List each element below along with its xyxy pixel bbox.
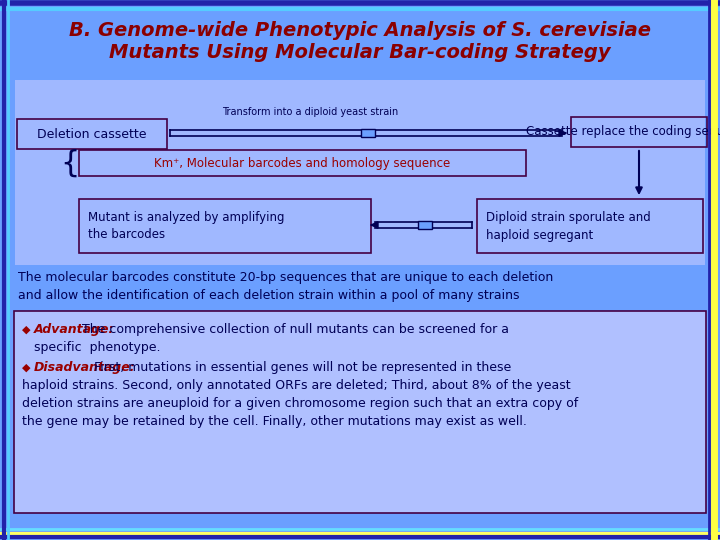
Bar — [418, 221, 432, 229]
Text: The comprehensive collection of null mutants can be screened for a: The comprehensive collection of null mut… — [34, 323, 509, 336]
Bar — [15, 80, 705, 265]
Text: Deletion cassette: Deletion cassette — [37, 127, 147, 140]
Text: Mutant is analyzed by amplifying: Mutant is analyzed by amplifying — [88, 211, 284, 224]
Text: ◆: ◆ — [22, 325, 30, 335]
Text: Diploid strain sporulate and: Diploid strain sporulate and — [486, 211, 651, 224]
Text: Advantage:: Advantage: — [34, 323, 114, 336]
Text: ◆: ◆ — [22, 363, 30, 373]
Text: {: { — [60, 148, 80, 178]
Text: First, mutations in essential genes will not be represented in these: First, mutations in essential genes will… — [34, 361, 511, 375]
Text: and allow the identification of each deletion strain within a pool of many strai: and allow the identification of each del… — [18, 289, 520, 302]
Text: Mutants Using Molecular Bar-coding Strategy: Mutants Using Molecular Bar-coding Strat… — [109, 43, 611, 62]
Text: Cassette replace the coding sequence: Cassette replace the coding sequence — [526, 125, 720, 138]
Text: the barcodes: the barcodes — [88, 228, 165, 241]
Text: deletion strains are aneuploid for a given chromosome region such that an extra : deletion strains are aneuploid for a giv… — [22, 397, 578, 410]
Text: Disadvantage:: Disadvantage: — [34, 361, 136, 375]
Text: haploid segregant: haploid segregant — [486, 228, 593, 241]
Text: Transform into a diploid yeast strain: Transform into a diploid yeast strain — [222, 107, 398, 117]
Text: haploid strains. Second, only annotated ORFs are deleted; Third, about 8% of the: haploid strains. Second, only annotated … — [22, 380, 571, 393]
Bar — [361, 129, 375, 137]
Text: The molecular barcodes constitute 20-bp sequences that are unique to each deleti: The molecular barcodes constitute 20-bp … — [18, 272, 553, 285]
Text: B. Genome-wide Phenotypic Analysis of S. cerevisiae: B. Genome-wide Phenotypic Analysis of S.… — [69, 21, 651, 39]
FancyBboxPatch shape — [14, 311, 706, 513]
Text: specific  phenotype.: specific phenotype. — [34, 341, 161, 354]
Text: Km⁺, Molecular barcodes and homology sequence: Km⁺, Molecular barcodes and homology seq… — [154, 157, 450, 170]
Text: the gene may be retained by the cell. Finally, other mutations may exist as well: the gene may be retained by the cell. Fi… — [22, 415, 527, 429]
